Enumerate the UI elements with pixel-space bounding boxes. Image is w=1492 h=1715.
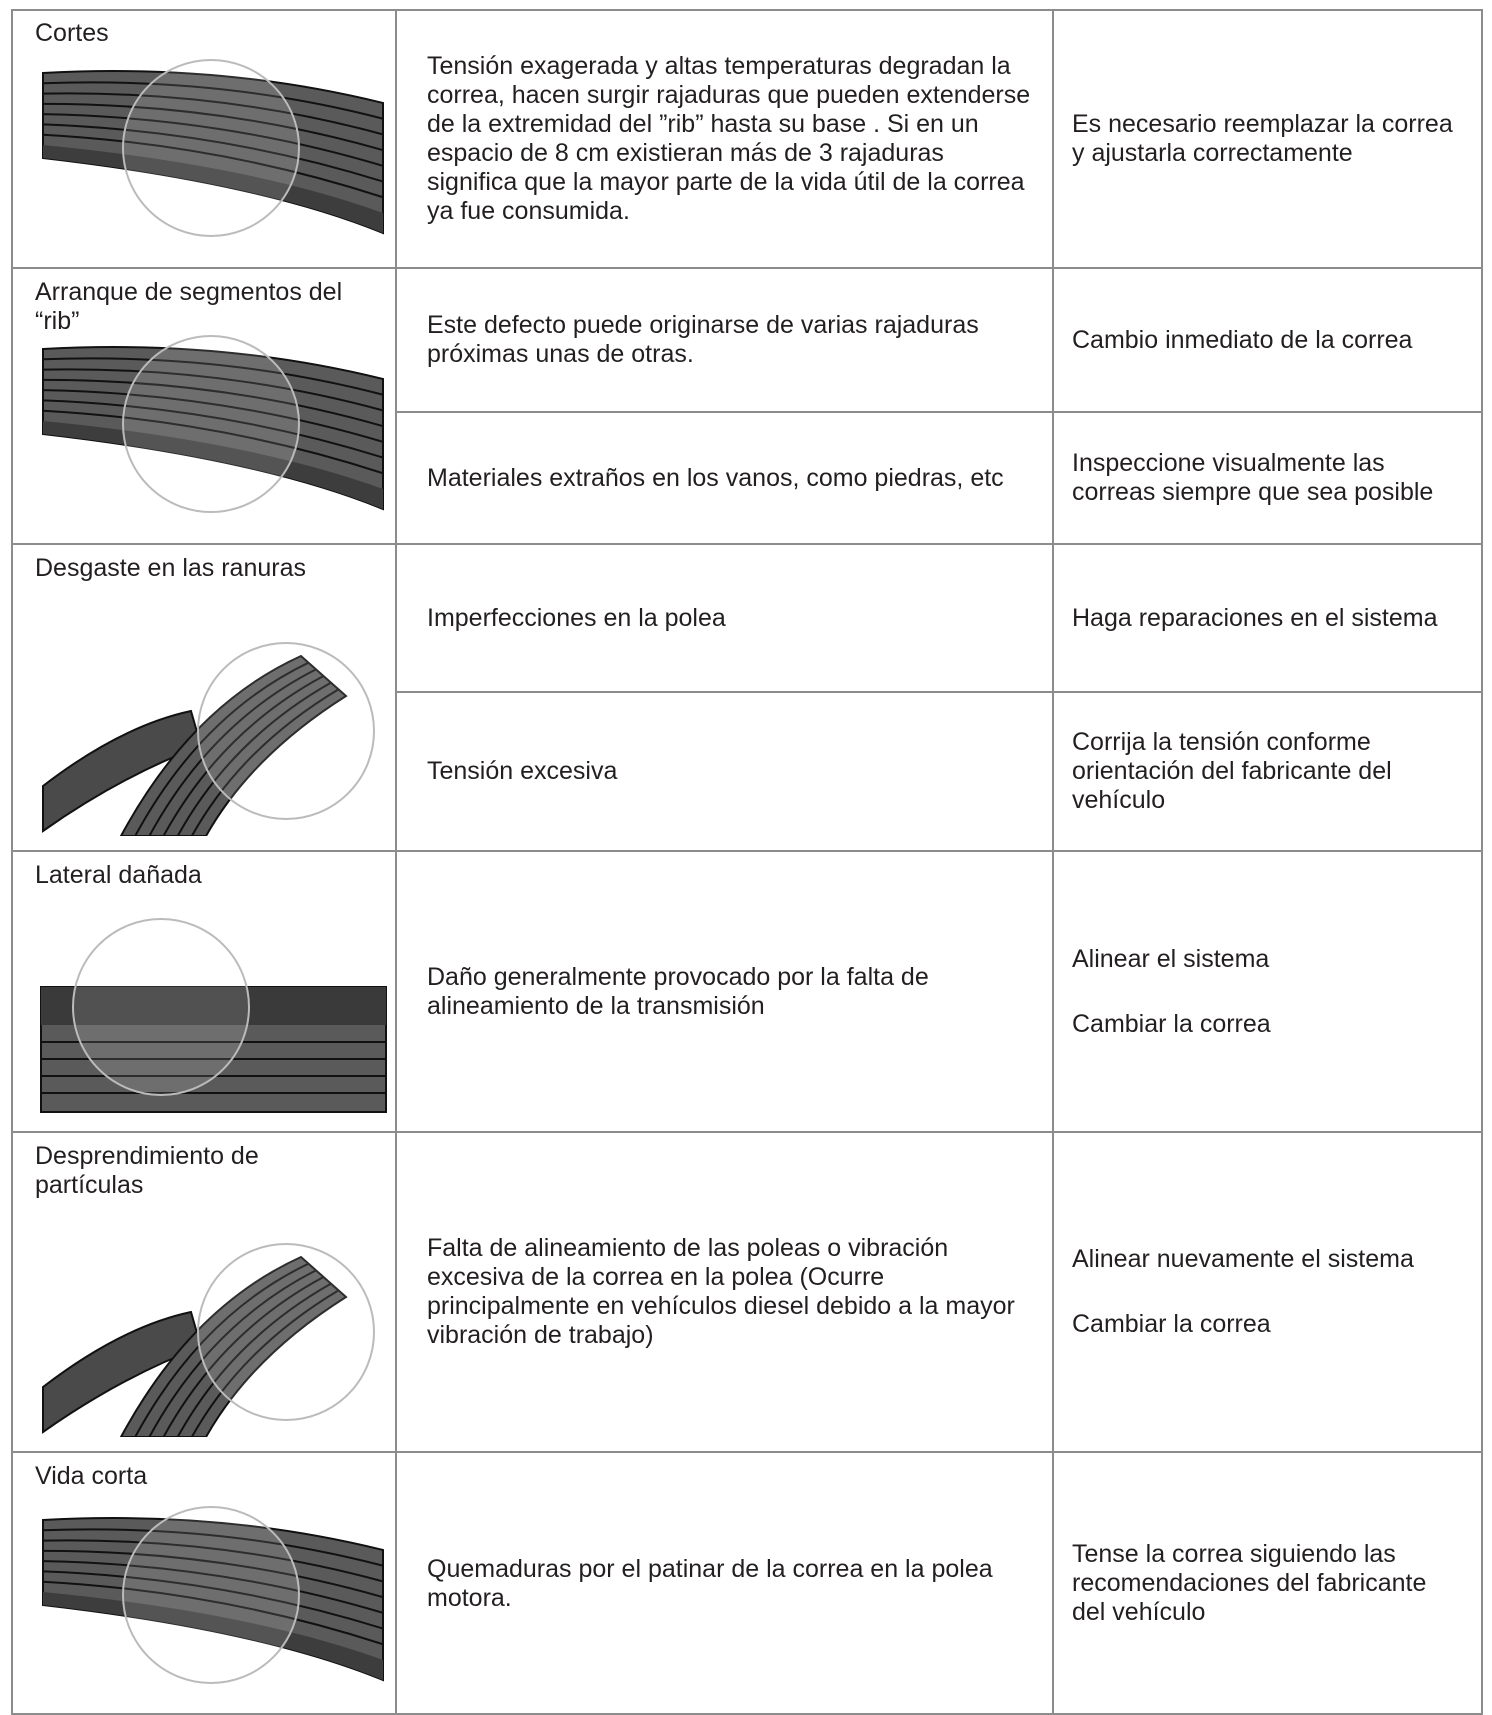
illustration-part <box>176 1282 332 1437</box>
illustration-part <box>43 145 383 233</box>
row-border <box>11 1713 1481 1715</box>
illustration-part <box>197 642 375 820</box>
illustration-part <box>72 918 250 1096</box>
cause: Daño generalmente provocado por la falta… <box>427 962 929 1020</box>
row-border <box>11 1451 1481 1453</box>
solution: Tense la correa siguiendo las recomendac… <box>1072 1540 1427 1626</box>
illustration-part <box>42 1539 384 1583</box>
illustration-part <box>134 661 309 836</box>
cause: Tensión exagerada y altas temperaturas d… <box>427 51 1031 225</box>
illustration-part <box>42 1580 384 1646</box>
solution-cell: Corrija la tensión conforme orientación … <box>1052 692 1481 851</box>
illustration-part <box>176 681 332 836</box>
illustration-part <box>42 1560 384 1614</box>
column-border <box>11 9 13 1715</box>
illustration-part <box>42 123 384 183</box>
solution: Cambio inmediato de la correa <box>1072 325 1413 354</box>
defect-name: Arranque de segmentos del “rib” <box>35 278 343 335</box>
row-border <box>11 543 1481 545</box>
solution: Alinear el sistema <box>1072 944 1270 973</box>
illustration-part <box>162 1276 324 1437</box>
belt-illustration <box>42 642 375 836</box>
cause: Quemaduras por el patinar de la correa e… <box>427 1554 993 1612</box>
illustration-part <box>43 421 383 509</box>
solution: Corrija la tensión conforme orientación … <box>1072 728 1392 814</box>
column-border <box>1052 9 1054 1715</box>
illustration-part <box>42 1549 384 1599</box>
solution-cell: Es necesario reemplazar la correa y ajus… <box>1052 9 1481 268</box>
solution: Cambiar la correa <box>1072 1009 1271 1038</box>
solution: Haga reparaciones en el sistema <box>1072 603 1438 632</box>
illustration-part <box>190 1289 340 1437</box>
defect-name: Cortes <box>35 19 109 47</box>
column-border <box>395 9 397 1715</box>
solution: Alinear nuevamente el sistema <box>1072 1245 1414 1273</box>
solution-cell: Alinear el sistema Cambiar la correa <box>1052 851 1481 1132</box>
illustration-part <box>148 668 317 836</box>
illustration-part <box>42 368 384 412</box>
illustration-part <box>122 1506 300 1684</box>
illustration-part <box>148 1269 317 1437</box>
row-border <box>11 850 1481 852</box>
solution-cell: Inspeccione visualmente las correas siem… <box>1052 412 1481 544</box>
row-border <box>395 411 1481 413</box>
illustration-part <box>41 987 386 1025</box>
illustration-part <box>42 399 384 459</box>
belt-illustration <box>42 59 384 237</box>
belt-illustration <box>42 335 384 513</box>
illustration-part <box>197 1243 375 1421</box>
illustration-part <box>42 81 384 120</box>
defect-name: Desprendimiento de partículas <box>35 1142 259 1199</box>
illustration-part <box>190 688 340 836</box>
illustration-part <box>42 409 384 475</box>
illustration-part <box>122 59 300 237</box>
defect-name: Desgaste en las ranuras <box>35 554 306 582</box>
cause: Imperfecciones en la polea <box>427 603 726 632</box>
belt-illustration <box>42 1506 384 1684</box>
solution: Cambiar la correa <box>1072 1310 1271 1338</box>
defect-name: Lateral dañada <box>35 861 202 889</box>
solution-cell: Alinear nuevamente el sistema Cambiar la … <box>1052 1132 1481 1452</box>
row-border <box>395 691 1481 693</box>
cause: Tensión excesiva <box>427 757 618 785</box>
illustration-part <box>42 357 384 396</box>
row-border <box>11 267 1481 269</box>
solution-cell: Cambio inmediato de la correa <box>1052 268 1481 412</box>
defect-name: Vida corta <box>35 1462 148 1490</box>
illustration-part <box>42 378 384 428</box>
column-border <box>1481 9 1483 1715</box>
belt-illustration <box>42 1243 375 1437</box>
illustration-part <box>122 335 300 513</box>
illustration-part <box>42 92 384 136</box>
illustration-part <box>43 1592 383 1680</box>
illustration-part <box>42 102 384 152</box>
solution: Es necesario reemplazar la correa y ajus… <box>1072 109 1453 167</box>
illustration-part <box>42 1570 384 1630</box>
cause: Este defecto puede originarse de varias … <box>427 311 979 368</box>
solution: Inspeccione visualmente las correas siem… <box>1072 449 1434 506</box>
cause: Falta de alineamiento de las poleas o vi… <box>427 1234 1015 1349</box>
belt-illustration <box>40 918 387 1113</box>
illustration-part <box>162 675 324 836</box>
illustration-part <box>134 1262 309 1437</box>
illustration-part <box>42 133 384 199</box>
illustration-part <box>42 1528 384 1567</box>
illustration-part <box>42 389 384 443</box>
row-border <box>11 1131 1481 1133</box>
solution-cell: Haga reparaciones en el sistema <box>1052 544 1481 692</box>
row-border <box>11 9 1481 11</box>
illustration-part <box>42 113 384 167</box>
cause: Materiales extraños en los vanos, como p… <box>427 463 1004 492</box>
solution-cell: Tense la correa siguiendo las recomendac… <box>1052 1452 1481 1715</box>
